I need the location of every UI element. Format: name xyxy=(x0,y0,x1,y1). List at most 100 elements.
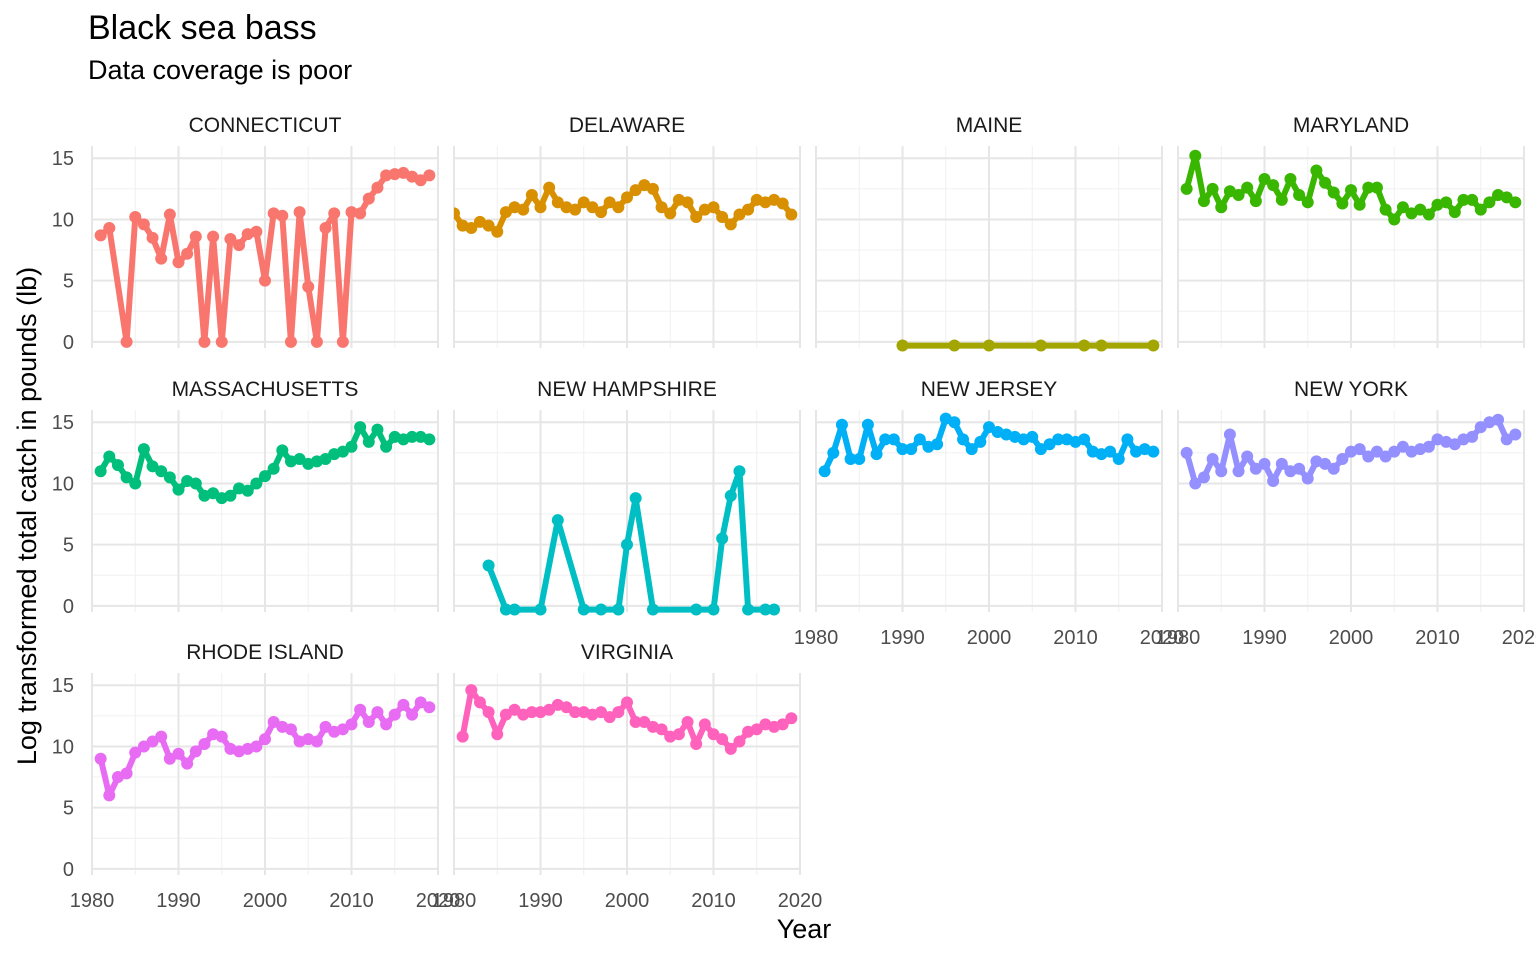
facet-strip-label: NEW JERSEY xyxy=(921,378,1058,401)
data-point xyxy=(1379,203,1392,216)
data-point xyxy=(1197,471,1210,484)
data-point xyxy=(724,742,737,755)
data-point xyxy=(957,433,970,446)
data-point xyxy=(896,339,909,352)
data-point xyxy=(310,735,323,748)
x-tick-label: 2020 xyxy=(416,890,461,912)
data-point xyxy=(1258,173,1271,186)
data-point xyxy=(1078,433,1091,446)
x-tick-label: 2000 xyxy=(967,627,1012,649)
data-point xyxy=(1492,413,1505,426)
data-point xyxy=(716,211,729,224)
data-point xyxy=(612,603,625,616)
data-point xyxy=(371,423,384,436)
data-point xyxy=(672,728,685,741)
data-point xyxy=(621,538,633,551)
data-point xyxy=(1026,430,1039,443)
data-point xyxy=(569,706,582,719)
data-point xyxy=(111,459,124,472)
data-point xyxy=(1104,445,1117,458)
data-point xyxy=(655,723,668,736)
data-point xyxy=(456,730,469,743)
data-point xyxy=(354,207,367,220)
data-point xyxy=(621,191,633,204)
y-tick-label: 15 xyxy=(52,412,74,434)
data-point xyxy=(224,233,237,246)
data-point xyxy=(1215,465,1228,478)
data-point xyxy=(465,222,478,235)
data-point xyxy=(120,471,133,484)
data-point xyxy=(525,188,538,201)
data-point xyxy=(155,465,168,478)
data-point xyxy=(690,211,703,224)
data-point xyxy=(664,207,677,220)
facet-panel-new-york: NEW YORK 1980 1990 2000 2010 2020 xyxy=(1156,378,1536,649)
data-point xyxy=(1353,198,1366,211)
data-point xyxy=(120,767,133,780)
data-point xyxy=(103,222,116,235)
data-point xyxy=(1422,440,1435,453)
data-point xyxy=(861,418,874,431)
data-point xyxy=(354,703,367,716)
data-point xyxy=(1284,173,1297,186)
data-point xyxy=(362,435,375,448)
chart-subtitle: Data coverage is poor xyxy=(88,55,353,85)
data-point xyxy=(655,201,668,214)
data-point xyxy=(310,335,323,348)
data-point xyxy=(103,450,116,463)
data-point xyxy=(1232,188,1245,201)
x-tick-label: 2000 xyxy=(243,890,288,912)
y-tick-label: 5 xyxy=(63,535,74,557)
data-point xyxy=(129,477,142,490)
data-point xyxy=(380,718,393,731)
data-point xyxy=(1396,201,1409,214)
x-tick-label: 2000 xyxy=(605,890,650,912)
x-tick-label: 2010 xyxy=(329,890,374,912)
x-tick-label: 1990 xyxy=(156,890,201,912)
x-tick-label: 1990 xyxy=(880,627,925,649)
data-point xyxy=(690,738,703,751)
data-point xyxy=(259,733,271,746)
data-point xyxy=(612,201,625,214)
data-point xyxy=(646,182,659,195)
x-tick-label: 1980 xyxy=(794,627,839,649)
data-point xyxy=(1189,477,1202,490)
data-point xyxy=(302,280,315,293)
data-point xyxy=(345,718,358,731)
data-point xyxy=(1440,196,1453,209)
data-point xyxy=(198,738,211,751)
data-point xyxy=(1121,433,1134,446)
data-point xyxy=(172,483,185,496)
data-point xyxy=(473,696,486,709)
data-point xyxy=(1327,462,1340,475)
x-tick-label: 2010 xyxy=(1053,627,1098,649)
data-point xyxy=(362,715,375,728)
data-point xyxy=(1112,452,1125,465)
facet-panel-maryland: MARYLAND xyxy=(1177,114,1525,348)
data-point xyxy=(768,603,781,616)
data-point xyxy=(724,218,737,231)
data-point xyxy=(423,169,436,182)
data-point xyxy=(698,718,711,731)
data-point xyxy=(707,603,720,616)
x-tick-label: 2010 xyxy=(691,890,736,912)
data-point xyxy=(1095,339,1108,352)
facet-panel-connecticut: CONNECTICUT 0 5 10 15 xyxy=(52,114,439,354)
x-tick-label: 1980 xyxy=(432,890,477,912)
y-tick-label: 10 xyxy=(52,736,74,758)
x-tick-label: 1990 xyxy=(518,890,563,912)
data-point xyxy=(534,603,547,616)
data-point xyxy=(354,421,367,434)
data-point xyxy=(155,252,168,265)
facet-strip-label: MASSACHUSETTS xyxy=(172,378,359,401)
data-point xyxy=(1232,465,1245,478)
data-point xyxy=(129,746,142,759)
data-point xyxy=(1509,428,1522,441)
data-point xyxy=(827,446,840,459)
data-point xyxy=(1275,193,1288,206)
data-point xyxy=(1267,179,1280,192)
facet-panel-maine: MAINE xyxy=(815,114,1163,352)
data-point xyxy=(508,603,521,616)
facet-strip-label: MAINE xyxy=(956,114,1023,137)
data-point xyxy=(1078,339,1091,352)
